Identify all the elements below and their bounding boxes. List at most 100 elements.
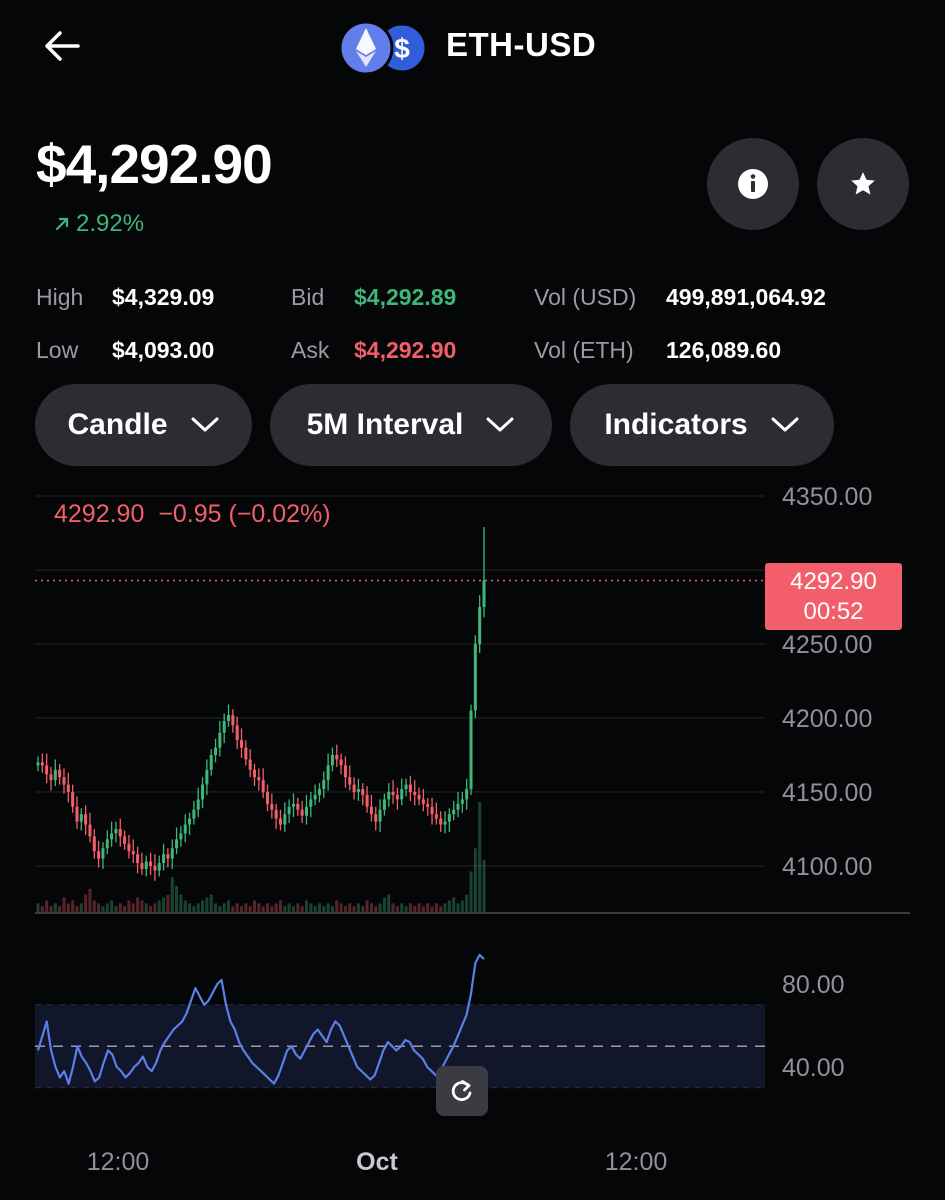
volume-bar <box>478 802 482 912</box>
candle-body <box>300 809 304 816</box>
volume-bar <box>300 906 304 912</box>
high-value: $4,329.09 <box>112 284 215 310</box>
candle-body <box>369 806 373 815</box>
volume-bar <box>270 906 274 912</box>
candle-body <box>97 851 101 859</box>
volume-bar <box>413 906 417 912</box>
candle-body <box>239 740 244 748</box>
back-arrow-icon <box>45 31 80 61</box>
volume-bar <box>417 903 421 912</box>
volume-bar <box>239 906 244 912</box>
volume-bar <box>214 903 218 912</box>
volume-bar <box>378 903 382 912</box>
candle-body <box>287 806 291 815</box>
bid-value: $4,292.89 <box>354 284 457 310</box>
volume-bar <box>304 900 308 912</box>
price-axis-tick: 4150.00 <box>782 779 872 807</box>
candle-body <box>426 803 430 807</box>
back-button[interactable] <box>38 22 86 70</box>
low-label: Low <box>36 337 79 363</box>
volume-bar <box>105 903 109 912</box>
volume-bar <box>309 903 313 912</box>
volume-bar <box>473 848 477 912</box>
candle-body <box>348 777 352 785</box>
volume-bar <box>136 897 140 912</box>
candle-body <box>114 829 118 834</box>
candle-body <box>36 762 40 766</box>
price-chart[interactable]: 4350.00 4250.00 4200.00 4150.00 4100.00 80.00… <box>0 470 945 1200</box>
candle-body <box>313 794 317 800</box>
candle-body <box>235 725 239 741</box>
volume-bar <box>175 885 179 912</box>
volume-bar <box>326 903 330 912</box>
candle-countdown: 00:52 <box>803 598 864 625</box>
candle-body <box>123 836 127 844</box>
indicators-label: Indicators <box>604 408 748 441</box>
ohlc-readout: 4292.90 −0.95 (−0.02%) <box>54 500 331 529</box>
volume-bar <box>162 897 166 912</box>
volume-bar <box>400 903 404 912</box>
volume-bar <box>287 903 291 912</box>
chevron-down-icon <box>771 417 799 432</box>
reset-chart-button[interactable] <box>436 1066 488 1116</box>
candle-body <box>335 755 339 760</box>
volume-bar <box>131 903 135 912</box>
arrow-up-right-icon <box>55 217 69 231</box>
candle-body <box>201 784 205 800</box>
chart-type-label: Candle <box>67 408 168 441</box>
candle-body <box>382 799 386 810</box>
volume-bar <box>40 906 44 912</box>
volume-bar <box>58 906 62 912</box>
candle-body <box>460 799 464 804</box>
volume-bar <box>356 903 360 912</box>
volume-bar <box>283 906 287 912</box>
candle-body <box>183 824 187 834</box>
candle-body <box>110 833 114 840</box>
candle-body <box>395 794 399 800</box>
candle-body <box>443 821 447 825</box>
candle-body <box>218 732 222 748</box>
candle-body <box>447 814 451 822</box>
readout-last: 4292.90 <box>54 500 145 528</box>
candle-body <box>283 814 287 825</box>
ask-label: Ask <box>291 337 330 363</box>
candle-body <box>469 710 473 790</box>
candle-body <box>352 784 356 792</box>
indicators-dropdown[interactable]: Indicators <box>570 384 834 466</box>
volume-bar <box>322 906 326 912</box>
volume-bar <box>382 897 386 912</box>
interval-dropdown[interactable]: 5M Interval <box>270 384 552 466</box>
volume-bar <box>274 903 278 912</box>
candle-body <box>413 792 417 795</box>
vol-usd-value: 499,891,064.92 <box>666 284 826 310</box>
volume-bar <box>170 877 174 912</box>
chart-type-dropdown[interactable]: Candle <box>35 384 252 466</box>
volume-bar <box>395 906 399 912</box>
candle-body <box>162 854 166 864</box>
candle-body <box>62 777 66 785</box>
volume-bar <box>157 900 161 912</box>
eth-icon <box>338 20 394 76</box>
candle-body <box>291 803 295 807</box>
volume-bar <box>127 900 131 912</box>
candle-body <box>231 715 235 726</box>
candle-body <box>166 854 170 859</box>
volume-bar <box>343 906 347 912</box>
volume-bar <box>231 906 235 912</box>
high-label: High <box>36 284 84 310</box>
candle-body <box>136 854 140 864</box>
info-button[interactable] <box>707 138 799 230</box>
candle-body <box>365 794 369 807</box>
volume-bar <box>465 894 469 912</box>
price-change: 2.92% <box>54 210 144 238</box>
readout-change: −0.95 <box>158 500 222 528</box>
candle-body <box>58 769 62 778</box>
candle-body <box>127 843 131 852</box>
volume-bar <box>84 894 88 912</box>
candle-body <box>439 818 443 825</box>
volume-bar <box>404 906 408 912</box>
candle-body <box>339 759 343 766</box>
candle-body <box>430 806 434 815</box>
volume-bar <box>49 906 53 912</box>
favorite-button[interactable] <box>817 138 909 230</box>
